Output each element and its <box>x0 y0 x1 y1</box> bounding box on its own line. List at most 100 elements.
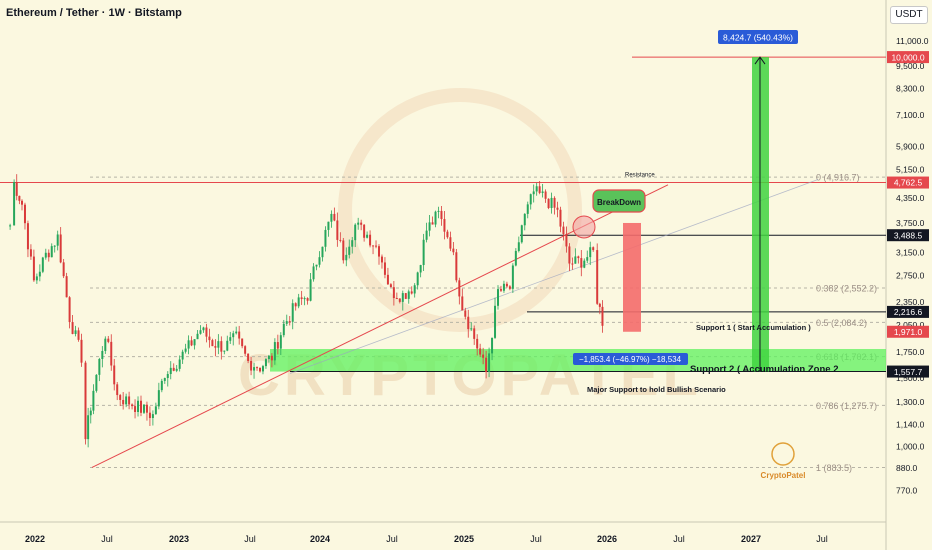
price-tick-label: 11,000.0 <box>896 36 929 46</box>
candle-body <box>151 414 154 419</box>
candle-body <box>550 197 553 209</box>
candle-body <box>366 234 369 238</box>
candle-body <box>574 256 577 264</box>
candle-body <box>288 321 291 323</box>
candle-body <box>360 222 363 225</box>
candle-body <box>247 353 250 361</box>
candle-body <box>68 297 71 323</box>
candle-body <box>285 321 288 324</box>
price-badge <box>887 176 929 189</box>
price-badge-label: 2,216.6 <box>894 307 923 317</box>
candle-body <box>378 246 380 257</box>
candle-body <box>84 362 87 440</box>
support1-label: Support 1 ( Start Accumulation ) <box>696 323 811 332</box>
candle-body <box>199 330 202 334</box>
price-badge <box>887 325 929 338</box>
candle-body <box>202 327 205 331</box>
candle-body <box>300 297 303 299</box>
time-tick-label: Jul <box>101 534 113 544</box>
candle-body <box>80 339 83 363</box>
candle-body <box>110 341 113 366</box>
breakdown-circle <box>572 215 596 239</box>
candle-body <box>223 350 226 352</box>
candle-body <box>532 191 535 195</box>
candle-body <box>261 366 264 372</box>
candle-body <box>437 210 440 212</box>
candle-body <box>59 234 62 263</box>
candle-body <box>166 374 169 379</box>
currency-selector[interactable]: USDT <box>890 6 928 24</box>
candle-body <box>354 224 357 241</box>
candle-body <box>505 283 508 287</box>
candle-body <box>488 353 491 372</box>
candle-body <box>154 406 157 415</box>
price-tick-label: 3,150.0 <box>896 247 925 257</box>
candle-body <box>517 242 520 251</box>
candle-body <box>499 289 502 291</box>
time-tick-label: 2025 <box>454 534 474 544</box>
fib-label-0.5: 0.5 (2,084.2) <box>816 318 867 328</box>
price-tick-label: 770.0 <box>896 486 918 496</box>
candle-body <box>13 182 16 226</box>
candle-body <box>119 395 122 400</box>
candle-body <box>175 368 178 371</box>
candle-body <box>297 297 300 307</box>
candle-body <box>53 245 56 247</box>
candle-body <box>107 338 110 342</box>
candle-body <box>217 341 220 348</box>
candle-body <box>485 357 488 372</box>
candle-body <box>259 367 261 372</box>
time-tick-label: Jul <box>673 534 685 544</box>
candle-body <box>339 239 342 241</box>
candle-body <box>142 404 145 413</box>
candle-body <box>419 265 422 273</box>
candle-body <box>205 327 208 337</box>
candle-body <box>232 333 235 338</box>
candle-body <box>535 186 538 192</box>
candle-body <box>383 262 386 275</box>
candle-body <box>128 396 131 405</box>
price-tick-label: 8,300.0 <box>896 84 925 94</box>
candle-body <box>529 194 532 205</box>
candle-body <box>446 231 449 238</box>
candle-body <box>592 247 595 251</box>
drop-box <box>623 222 641 332</box>
candle-body <box>464 310 467 317</box>
candle-body <box>264 359 267 367</box>
candle-body <box>253 367 256 371</box>
candle-body <box>92 390 95 411</box>
fib-label-0.786: 0.786 (1,275.7) <box>816 401 877 411</box>
breakdown-label: BreakDown <box>597 198 641 207</box>
candle-body <box>122 399 125 405</box>
candle-body <box>336 220 339 240</box>
candle-body <box>449 237 452 249</box>
candle-body <box>502 283 505 291</box>
time-tick-label: Jul <box>816 534 828 544</box>
candle-body <box>145 404 148 413</box>
candle-body <box>62 262 65 277</box>
trendline <box>91 184 669 468</box>
price-badge-label: 1,557.7 <box>894 367 923 377</box>
candle-body <box>571 263 574 265</box>
candle-body <box>315 264 318 267</box>
candle-body <box>547 198 550 209</box>
time-tick-label: Jul <box>386 534 398 544</box>
drop-label: −1,853.4 (−46.97%) −18,534 <box>579 355 682 364</box>
candle-body <box>65 276 68 298</box>
candle-body <box>276 342 279 349</box>
candle-body <box>273 342 276 361</box>
price-badge-label: 3,488.5 <box>894 230 923 240</box>
candle-body <box>148 412 151 419</box>
candle-body <box>511 265 514 289</box>
candle-body <box>235 331 238 334</box>
candle-body <box>327 221 330 230</box>
candle-body <box>312 266 315 280</box>
candle-body <box>193 339 196 346</box>
candle-body <box>21 200 23 205</box>
target-arrow-head <box>754 56 766 65</box>
price-badge-label: 10,000.0 <box>891 52 924 62</box>
candle-body <box>125 396 128 405</box>
candle-body <box>95 374 98 391</box>
